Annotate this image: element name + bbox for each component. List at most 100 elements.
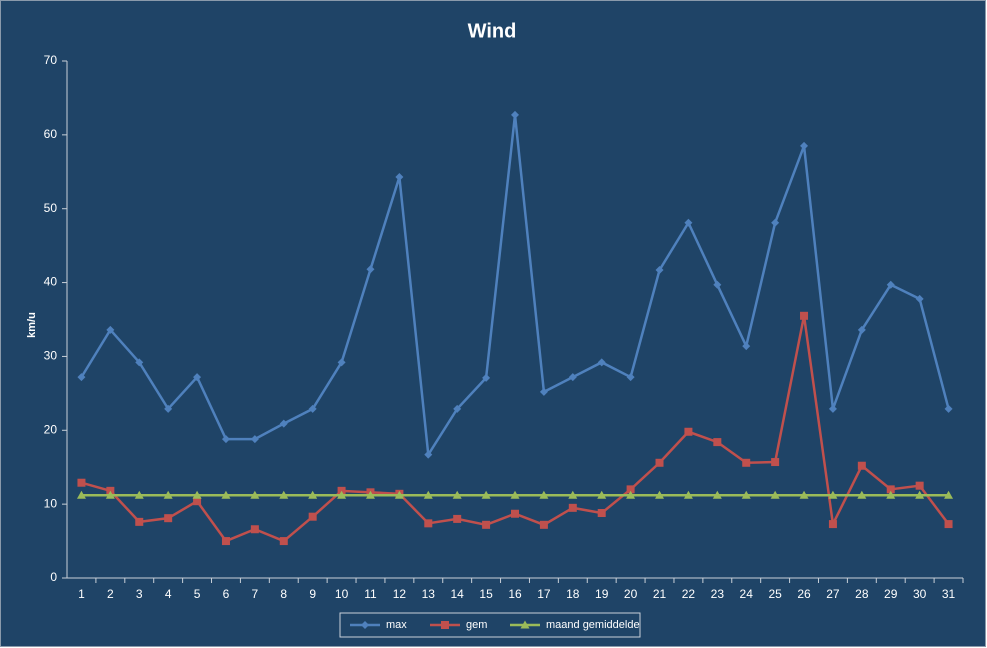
marker bbox=[828, 520, 837, 529]
marker bbox=[105, 490, 115, 499]
x-tick-label: 8 bbox=[280, 587, 287, 601]
marker bbox=[944, 520, 953, 529]
chart-title: Wind bbox=[468, 20, 517, 42]
marker bbox=[915, 481, 924, 490]
marker bbox=[597, 358, 606, 367]
marker bbox=[441, 621, 449, 629]
marker bbox=[886, 280, 895, 289]
marker bbox=[568, 490, 578, 499]
marker bbox=[655, 266, 664, 275]
x-tick-label: 16 bbox=[508, 587, 522, 601]
x-tick-label: 23 bbox=[711, 587, 725, 601]
marker bbox=[626, 490, 636, 499]
x-tick-label: 6 bbox=[223, 587, 230, 601]
marker bbox=[279, 537, 288, 546]
x-tick-label: 30 bbox=[913, 587, 927, 601]
x-tick-label: 28 bbox=[855, 587, 869, 601]
marker bbox=[221, 490, 231, 499]
marker bbox=[452, 490, 462, 499]
marker bbox=[684, 218, 693, 227]
x-tick-label: 13 bbox=[422, 587, 436, 601]
marker bbox=[164, 404, 173, 413]
marker bbox=[192, 490, 202, 499]
marker bbox=[742, 458, 751, 467]
marker bbox=[915, 490, 925, 499]
marker bbox=[683, 490, 693, 499]
marker bbox=[741, 490, 751, 499]
y-tick-label: 70 bbox=[44, 53, 58, 67]
marker bbox=[481, 490, 491, 499]
x-tick-label: 1 bbox=[78, 587, 85, 601]
x-tick-label: 31 bbox=[942, 587, 956, 601]
marker bbox=[193, 373, 202, 382]
x-tick-label: 21 bbox=[653, 587, 667, 601]
marker bbox=[337, 358, 346, 367]
marker bbox=[886, 490, 896, 499]
marker bbox=[482, 520, 491, 529]
marker bbox=[713, 438, 722, 447]
x-tick-label: 5 bbox=[194, 587, 201, 601]
marker bbox=[915, 294, 924, 303]
y-tick-label: 50 bbox=[44, 201, 58, 215]
marker bbox=[597, 490, 607, 499]
marker bbox=[539, 490, 549, 499]
marker bbox=[771, 218, 780, 227]
legend-label: gem bbox=[466, 619, 487, 631]
marker bbox=[279, 490, 289, 499]
marker bbox=[308, 490, 318, 499]
marker bbox=[511, 110, 519, 119]
x-tick-label: 14 bbox=[451, 587, 465, 601]
marker bbox=[164, 514, 173, 523]
marker bbox=[453, 404, 462, 413]
marker bbox=[510, 490, 520, 499]
marker bbox=[424, 450, 433, 459]
x-tick-label: 27 bbox=[826, 587, 840, 601]
marker bbox=[626, 373, 635, 382]
marker bbox=[482, 373, 491, 382]
marker bbox=[193, 497, 202, 506]
x-tick-label: 17 bbox=[537, 587, 551, 601]
legend-box bbox=[339, 612, 641, 638]
x-tick-label: 24 bbox=[740, 587, 754, 601]
x-tick-label: 18 bbox=[566, 587, 580, 601]
marker bbox=[684, 427, 693, 436]
y-tick-label: 60 bbox=[44, 127, 58, 141]
marker bbox=[597, 509, 606, 518]
marker bbox=[511, 509, 519, 518]
marker bbox=[771, 458, 780, 467]
marker bbox=[857, 325, 866, 334]
marker bbox=[424, 519, 433, 528]
x-tick-label: 15 bbox=[479, 587, 493, 601]
legend-label: maand gemiddelde bbox=[546, 619, 640, 631]
marker bbox=[308, 512, 317, 521]
marker bbox=[626, 485, 635, 494]
marker bbox=[394, 490, 404, 499]
marker bbox=[828, 404, 837, 413]
marker bbox=[539, 387, 548, 396]
marker bbox=[944, 404, 953, 413]
x-tick-label: 26 bbox=[797, 587, 811, 601]
marker bbox=[134, 490, 144, 499]
marker bbox=[106, 325, 115, 334]
marker bbox=[221, 537, 230, 546]
x-tick-label: 2 bbox=[107, 587, 114, 601]
marker bbox=[250, 490, 260, 499]
marker bbox=[520, 620, 530, 629]
marker bbox=[163, 490, 173, 499]
marker bbox=[539, 520, 548, 529]
x-tick-label: 12 bbox=[393, 587, 407, 601]
marker bbox=[800, 311, 809, 320]
marker bbox=[221, 435, 230, 444]
y-tick-label: 0 bbox=[50, 570, 57, 584]
marker bbox=[308, 404, 317, 413]
x-tick-label: 20 bbox=[624, 587, 638, 601]
x-tick-label: 22 bbox=[682, 587, 696, 601]
marker bbox=[828, 490, 838, 499]
marker bbox=[857, 461, 866, 470]
legend-label: max bbox=[386, 619, 407, 631]
y-tick-label: 40 bbox=[44, 275, 58, 289]
marker bbox=[800, 141, 809, 150]
x-tick-label: 4 bbox=[165, 587, 172, 601]
marker bbox=[655, 458, 664, 467]
marker bbox=[361, 621, 369, 629]
